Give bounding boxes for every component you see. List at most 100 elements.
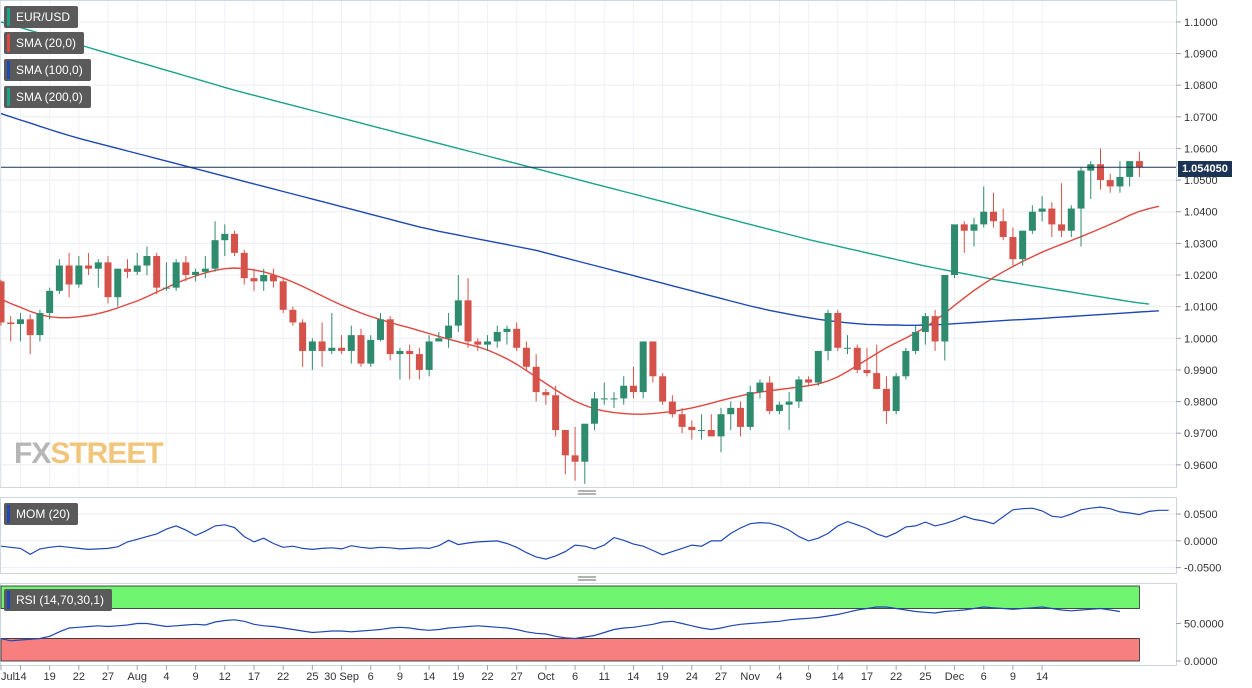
rsi-zones <box>0 585 1140 662</box>
candle-body <box>931 316 939 342</box>
time-tick-label: 12 <box>219 671 231 683</box>
candle-body <box>785 401 793 405</box>
candle-body <box>668 401 676 415</box>
time-tick-label: 27 <box>102 671 114 683</box>
mom-legend[interactable]: MOM (20) <box>4 503 78 525</box>
candle-body <box>445 325 453 339</box>
price-axis-labels: 1.1000 1.0900 1.0800 1.0700 1.0600 1.0500 1.04… <box>1176 17 1218 472</box>
symbol-text: EUR/USD <box>16 10 71 24</box>
time-tick-label: Aug <box>127 671 147 683</box>
candle-body <box>386 319 394 355</box>
candle-body <box>610 398 618 400</box>
sma-100-legend-text: SMA (100,0) <box>16 63 83 77</box>
time-tick-label: 27 <box>511 671 523 683</box>
price-tick-label: 1.0900 <box>1184 49 1218 61</box>
symbol-label[interactable]: EUR/USD <box>4 6 79 28</box>
candle-body <box>464 300 472 342</box>
candle-body <box>328 347 336 351</box>
candle-body <box>347 335 355 351</box>
candle-body <box>250 278 258 282</box>
pane-resize-handle-1[interactable] <box>578 490 596 495</box>
candle-body <box>260 275 268 282</box>
rsi-gridlines: 50.0000 0.0000 <box>1176 619 1224 668</box>
sma-100-legend[interactable]: SMA (100,0) <box>4 59 91 81</box>
candle-body <box>192 271 200 276</box>
price-tick-label: 1.0600 <box>1184 143 1218 155</box>
candle-body <box>1067 208 1075 231</box>
candle-body <box>542 392 550 396</box>
candle-body <box>1116 176 1124 187</box>
time-tick-label: 14 <box>832 671 844 683</box>
candle-body <box>688 426 696 431</box>
candle-body <box>902 350 910 377</box>
candle-body <box>46 290 54 313</box>
mom-line <box>0 506 1169 560</box>
candle-body <box>1135 161 1143 168</box>
time-tick-label: 22 <box>73 671 85 683</box>
time-tick-label: 9 <box>806 671 812 683</box>
candle-body <box>114 268 122 298</box>
candle-body <box>1096 164 1104 181</box>
candle-body <box>36 312 44 336</box>
rsi-legend-text: RSI (14,70,30,1) <box>16 593 105 607</box>
main-gridlines <box>0 1 1176 487</box>
mom-series <box>0 506 1169 560</box>
candle-body <box>1048 208 1056 225</box>
candle-body <box>620 385 628 399</box>
candle-body <box>240 252 248 279</box>
pane-resize-handle-2[interactable] <box>578 576 596 581</box>
candle-body <box>1038 208 1046 212</box>
time-tick-label: 17 <box>861 671 873 683</box>
mom-tick-label: 0.0000 <box>1184 536 1218 548</box>
candle-body <box>756 382 764 393</box>
candle-body <box>552 395 560 431</box>
price-tick-label: 1.1000 <box>1184 17 1218 29</box>
price-tick-label: 1.0100 <box>1184 302 1218 314</box>
time-tick-label: 17 <box>248 671 260 683</box>
rsi-legend[interactable]: RSI (14,70,30,1) <box>4 589 113 611</box>
symbol-color-bar <box>7 8 10 26</box>
candle-body <box>513 328 521 348</box>
sma-200-legend-text: SMA (200,0) <box>16 90 83 104</box>
sma-200-legend[interactable]: SMA (200,0) <box>4 86 91 108</box>
time-tick-label: 14 <box>627 671 639 683</box>
sma-100-color-bar <box>7 61 10 79</box>
candle-body <box>727 407 735 415</box>
candle-body <box>834 312 842 348</box>
candle-body <box>1058 224 1066 231</box>
candle-body <box>766 382 774 412</box>
price-tick-label: 1.0000 <box>1184 333 1218 345</box>
candle-body <box>892 376 900 412</box>
candle-body <box>999 221 1007 238</box>
candle-body <box>717 414 725 437</box>
sma-20-color-bar <box>7 34 10 52</box>
candle-body <box>221 233 229 241</box>
candle-body <box>289 309 297 323</box>
rsi-series <box>0 606 1121 642</box>
candle-body <box>484 341 491 345</box>
sma-20-series <box>0 205 1160 415</box>
candle-body <box>1126 161 1134 177</box>
candle-body <box>863 369 871 374</box>
candle-body <box>415 354 423 370</box>
sma-20-line <box>0 205 1160 415</box>
sma-20-legend[interactable]: SMA (20,0) <box>4 32 85 54</box>
mom-panel-border <box>0 497 1177 574</box>
candle-body <box>941 275 949 342</box>
time-tick-label: 6 <box>572 671 578 683</box>
time-tick-label: 19 <box>44 671 56 683</box>
time-tick-label: 4 <box>163 671 169 683</box>
time-tick-label: 22 <box>277 671 289 683</box>
time-tick-label: 9 <box>1010 671 1016 683</box>
time-tick-label: 14 <box>1036 671 1048 683</box>
candle-body <box>299 322 307 351</box>
time-tick-label: 9 <box>193 671 199 683</box>
time-tick-label: 11 <box>599 671 610 683</box>
candle-body <box>814 350 822 383</box>
price-tick-label: 1.0700 <box>1184 112 1218 124</box>
candle-body <box>629 385 637 393</box>
candle-body <box>960 224 968 231</box>
time-tick-label: Oct <box>537 671 554 683</box>
time-tick-label: 24 <box>686 671 698 683</box>
